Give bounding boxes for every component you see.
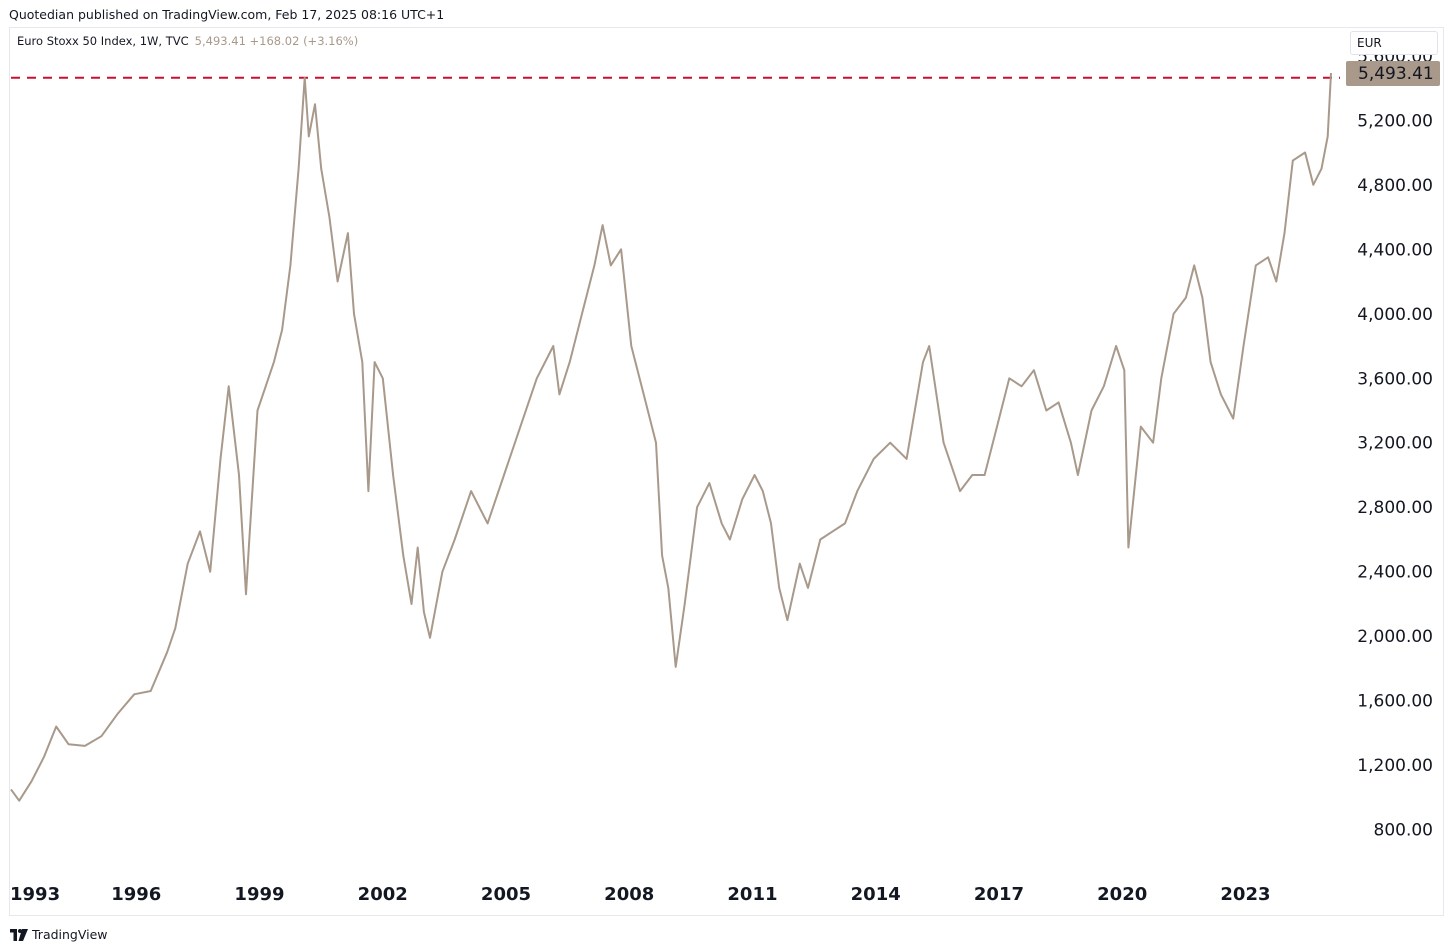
footer-brand: TradingView: [10, 927, 108, 942]
y-tick-label: 3,200.00: [1357, 434, 1433, 454]
y-tick-label: 2,000.00: [1357, 627, 1433, 647]
x-tick-label: 2005: [481, 884, 531, 905]
x-tick-label: 2017: [974, 884, 1024, 905]
x-tick-label: 2014: [851, 884, 901, 905]
chart-legend: Euro Stoxx 50 Index, 1W, TVC 5,493.41 +16…: [17, 34, 358, 48]
last-price-badge: 5,493.41: [1346, 60, 1440, 86]
currency-button[interactable]: EUR: [1350, 31, 1438, 55]
symbol-label: Euro Stoxx 50 Index, 1W, TVC: [17, 34, 189, 48]
y-tick-label: 2,400.00: [1357, 563, 1433, 583]
x-axis: 1993 1996 1999 2002 2005 2008 2011 2014 2017 2020…: [10, 884, 1271, 905]
x-tick-label: 1993: [10, 884, 60, 905]
y-tick-label: 1,600.00: [1357, 692, 1433, 712]
x-tick-label: 1996: [111, 884, 161, 905]
chart-frame: [9, 27, 1444, 916]
y-tick-label: 4,000.00: [1357, 305, 1433, 325]
y-tick-label: 800.00: [1374, 821, 1433, 841]
y-tick-label: 3,600.00: [1357, 369, 1433, 389]
y-tick-label: 2,800.00: [1357, 498, 1433, 518]
y-tick-label: 5,200.00: [1357, 111, 1433, 131]
x-tick-label: 2002: [358, 884, 408, 905]
x-tick-label: 2023: [1220, 884, 1270, 905]
y-tick-label: 4,400.00: [1357, 240, 1433, 260]
y-tick-label: 1,200.00: [1357, 756, 1433, 776]
x-tick-label: 1999: [234, 884, 284, 905]
price-series-line[interactable]: [10, 72, 1332, 802]
legend-values: 5,493.41 +168.02 (+3.16%): [194, 34, 359, 48]
tradingview-logo-icon: [10, 928, 28, 941]
last-price-label: 5,493.41: [1358, 64, 1434, 84]
y-tick-label: 4,800.00: [1357, 176, 1433, 196]
x-tick-label: 2008: [604, 884, 654, 905]
x-tick-label: 2011: [727, 884, 777, 905]
x-tick-label: 2020: [1097, 884, 1147, 905]
y-axis: 800.00 1,200.00 1,600.00 2,000.00 2,400.00 2,…: [1357, 47, 1433, 841]
brand-name: TradingView: [32, 927, 108, 942]
published-caption: Quotedian published on TradingView.com, …: [9, 7, 445, 22]
